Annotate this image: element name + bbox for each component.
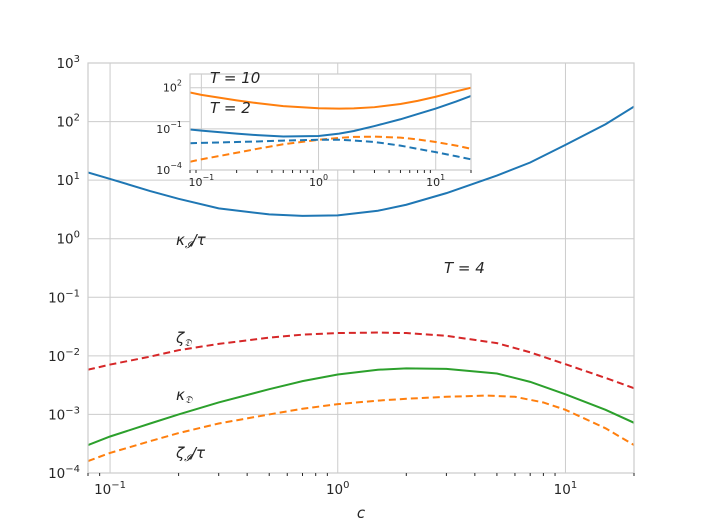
y-tick-label: 10−1 bbox=[48, 288, 80, 306]
y-tick-label: 100 bbox=[56, 230, 80, 248]
y-tick-label: 103 bbox=[56, 54, 80, 72]
series-line-4 bbox=[88, 394, 634, 462]
main-series-lines bbox=[88, 105, 634, 462]
y-tick-label: 10−4 bbox=[156, 161, 182, 177]
series-line-3 bbox=[190, 135, 471, 163]
series-line-3 bbox=[88, 367, 634, 446]
series-line-2 bbox=[190, 95, 471, 138]
y-tick-label: 10−3 bbox=[48, 405, 80, 423]
x-axis-label: c bbox=[357, 504, 366, 522]
inset-plot-frame bbox=[189, 73, 472, 171]
series-line-1 bbox=[190, 86, 471, 110]
series-line-1 bbox=[88, 105, 634, 217]
x-tick-label: 10−1 bbox=[94, 480, 126, 498]
label-zeta-I-over-tau: ζ𝓘/τ bbox=[175, 444, 206, 464]
label-zeta-D: ζ𝔇 bbox=[175, 329, 192, 349]
y-tick-label: 102 bbox=[163, 79, 182, 95]
y-tick-label: 10−1 bbox=[156, 120, 182, 136]
inset-annotation-T-equals-10: T = 10 bbox=[210, 69, 260, 87]
x-tick-label: 101 bbox=[554, 480, 578, 498]
annotation-T-equals-4: T = 4 bbox=[444, 259, 485, 277]
inset-background bbox=[190, 74, 471, 170]
inset-axes: 10−4 10−1 102 10−1 100 101 T = 10 T = 2 bbox=[156, 69, 472, 189]
x-tick-label: 10−1 bbox=[188, 173, 214, 189]
series-line-4 bbox=[190, 138, 471, 161]
main-tick-labels: 10−4 10−3 10−2 10−1 100 101 102 103 10−1 100 101 bbox=[48, 54, 635, 498]
x-tick-label: 100 bbox=[326, 480, 350, 498]
label-kappa-D: κ𝔇 bbox=[176, 386, 193, 406]
y-tick-label: 102 bbox=[56, 113, 80, 131]
label-kappa-I-over-tau: κ𝓘/τ bbox=[176, 231, 207, 251]
x-tick-label: 100 bbox=[309, 173, 328, 189]
inset-series-lines bbox=[190, 86, 471, 163]
y-tick-label: 10−4 bbox=[48, 464, 80, 482]
series-line-2 bbox=[88, 331, 634, 390]
y-tick-label: 101 bbox=[56, 171, 80, 189]
main-plot-frame bbox=[87, 62, 635, 474]
inset-annotation-T-equals-2: T = 2 bbox=[210, 99, 251, 117]
x-tick-label: 101 bbox=[426, 173, 445, 189]
main-axes: 10−4 10−3 10−2 10−1 100 101 102 103 10−1 100 101 c bbox=[48, 54, 635, 522]
inset-tick-labels: 10−4 10−1 102 10−1 100 101 bbox=[156, 79, 472, 189]
y-tick-label: 10−2 bbox=[48, 347, 80, 365]
